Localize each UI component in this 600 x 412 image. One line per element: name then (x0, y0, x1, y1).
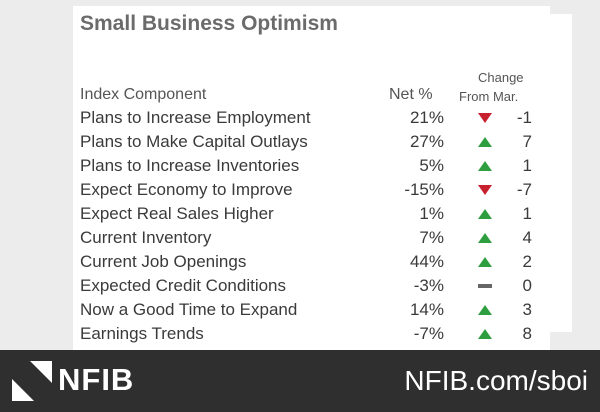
row-component-name: Plans to Make Capital Outlays (80, 132, 308, 151)
row-net-value: 1% (419, 204, 444, 223)
row-net-value: 44% (409, 252, 444, 271)
row-net-value: -15% (404, 180, 444, 199)
nfib-logo-icon (12, 361, 52, 401)
row-change-value: 1 (522, 156, 532, 175)
triangle-down-icon (478, 113, 492, 123)
column-header-change: Change (478, 70, 524, 85)
row-net-value: 14% (409, 300, 444, 319)
column-header-component: Index Component (80, 86, 207, 103)
row-component-name: Expect Economy to Improve (80, 180, 293, 199)
row-net-value: -7% (413, 324, 444, 343)
page-title: Small Business Optimism (80, 12, 338, 35)
row-net-value: 21% (409, 108, 444, 127)
row-change-value: 7 (522, 132, 532, 151)
row-net-value: 7% (419, 228, 444, 247)
table-row: Expect Economy to Improve -15% -7 (0, 178, 600, 202)
row-change-value: 1 (522, 204, 532, 223)
row-change-value: 0 (522, 276, 532, 295)
row-change-value: 4 (522, 228, 532, 247)
row-component-name: Now a Good Time to Expand (80, 300, 298, 319)
row-component-name: Plans to Increase Inventories (80, 156, 300, 175)
row-component-name: Current Job Openings (80, 252, 247, 271)
column-header-change-from: From Mar. (459, 89, 519, 104)
table-row: Expect Real Sales Higher 1% 1 (0, 202, 600, 226)
dash-icon (478, 284, 492, 288)
table-panel (73, 6, 550, 350)
row-net-value: -3% (413, 276, 444, 295)
triangle-up-icon (478, 161, 492, 171)
triangle-up-icon (478, 137, 492, 147)
triangle-up-icon (478, 209, 492, 219)
row-change-value: -7 (516, 180, 532, 199)
triangle-up-icon (478, 329, 492, 339)
table-row: Expected Credit Conditions -3% 0 (0, 274, 600, 298)
triangle-up-icon (478, 305, 492, 315)
footer-bar: NFIB NFIB.com/sboi (0, 350, 600, 412)
triangle-up-icon (478, 233, 492, 243)
footer-url-link[interactable]: NFIB.com/sboi (404, 365, 588, 396)
triangle-down-icon (478, 185, 492, 195)
triangle-up-icon (478, 257, 492, 267)
row-component-name: Plans to Increase Employment (80, 108, 311, 127)
row-component-name: Earnings Trends (80, 324, 204, 343)
table-row: Earnings Trends -7% 8 (0, 322, 600, 346)
row-component-name: Expect Real Sales Higher (80, 204, 274, 223)
table-row: Current Inventory 7% 4 (0, 226, 600, 250)
row-change-value: 8 (522, 324, 532, 343)
table-body: Plans to Increase Employment 21% -1 Plans t… (0, 106, 600, 346)
row-net-value: 27% (409, 132, 444, 151)
table-row: Now a Good Time to Expand 14% 3 (0, 298, 600, 322)
panel-edge (550, 14, 572, 332)
row-change-value: 3 (522, 300, 532, 319)
table-row: Current Job Openings 44% 2 (0, 250, 600, 274)
row-change-value: 2 (522, 252, 532, 271)
row-net-value: 5% (419, 156, 444, 175)
table-row: Plans to Increase Employment 21% -1 (0, 106, 600, 130)
nfib-logo-text: NFIB (58, 362, 135, 397)
table-row: Plans to Make Capital Outlays 27% 7 (0, 130, 600, 154)
column-header-net: Net % (389, 86, 433, 103)
row-component-name: Expected Credit Conditions (80, 276, 287, 295)
row-component-name: Current Inventory (80, 228, 212, 247)
table-row: Plans to Increase Inventories 5% 1 (0, 154, 600, 178)
row-change-value: -1 (516, 108, 532, 127)
